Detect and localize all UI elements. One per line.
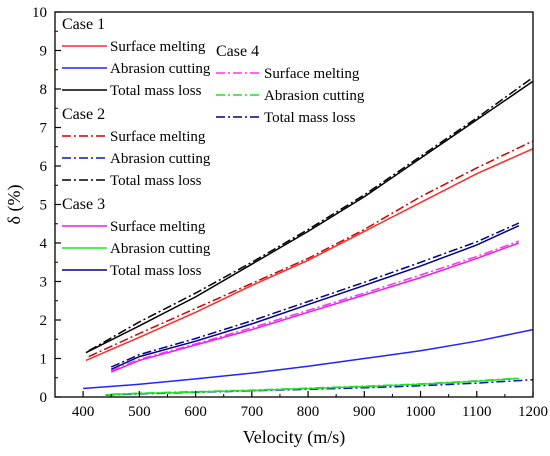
y-axis-title: δ (%) — [4, 185, 25, 225]
x-tick-label: 1200 — [518, 404, 548, 420]
axes: 400 500 600 700 800 900 1000 1100 1200 0 1 2 3 4 5 6 7 8 9… — [32, 5, 548, 420]
legend-label: Abrasion cutting — [110, 151, 211, 167]
legend-label: Surface melting — [264, 66, 360, 82]
legend-label: Total mass loss — [110, 263, 202, 279]
legend-label: Abrasion cutting — [110, 61, 211, 77]
case-3-total-mass-loss-line — [110, 225, 520, 370]
case-3-legend-title: Case 3 — [62, 196, 105, 213]
case-4-legend-title: Case 4 — [216, 43, 259, 60]
x-tick-label: 700 — [241, 404, 264, 420]
case-1-legend-title: Case 1 — [62, 16, 105, 33]
y-tick-label: 10 — [32, 5, 47, 21]
y-tick-label: 4 — [40, 236, 48, 252]
y-tick-label: 5 — [40, 198, 48, 214]
legend-label: Abrasion cutting — [264, 88, 365, 104]
y-tick-label: 6 — [40, 159, 48, 175]
x-tick-label: 800 — [297, 404, 320, 420]
y-tick-label: 8 — [40, 82, 48, 98]
case-1-surface-melting-line — [85, 148, 534, 362]
case-3-surface-melting-line — [110, 242, 520, 373]
case-1-total-mass-loss-line — [85, 80, 534, 354]
x-tick-label: 900 — [353, 404, 376, 420]
case-4-surface-melting-line — [110, 240, 520, 372]
x-tick-label: 1000 — [406, 404, 436, 420]
y-tick-label: 9 — [40, 44, 48, 60]
legend-label: Total mass loss — [264, 110, 356, 126]
y-tick-label: 1 — [40, 352, 48, 368]
case-4-total-mass-loss-line — [110, 222, 520, 368]
legend-label: Surface melting — [110, 219, 206, 235]
plot-layer — [83, 76, 534, 396]
legend: Case 1 Surface melting Abrasion cutting Tot… — [62, 16, 365, 279]
case-2-surface-melting-line — [88, 140, 534, 358]
case-1-abrasion-cutting-line — [83, 328, 534, 390]
case-2-legend-title: Case 2 — [62, 106, 105, 123]
x-axis-title: Velocity (m/s) — [243, 427, 345, 448]
y-tick-label: 7 — [40, 121, 48, 137]
x-tick-label: 400 — [72, 404, 95, 420]
legend-label: Surface melting — [110, 39, 206, 55]
y-tick-label: 0 — [40, 390, 48, 406]
y-tick-label: 3 — [40, 275, 48, 291]
y-tick-label: 2 — [40, 313, 48, 329]
legend-label: Total mass loss — [110, 83, 202, 99]
x-tick-label: 1100 — [462, 404, 491, 420]
legend-label: Surface melting — [110, 129, 206, 145]
legend-label: Abrasion cutting — [110, 241, 211, 257]
legend-label: Total mass loss — [110, 173, 202, 189]
case-4-abrasion-cutting-line — [111, 377, 519, 396]
x-tick-label: 500 — [128, 404, 151, 420]
x-tick-label: 600 — [184, 404, 207, 420]
case-2-total-mass-loss-line — [88, 76, 534, 352]
